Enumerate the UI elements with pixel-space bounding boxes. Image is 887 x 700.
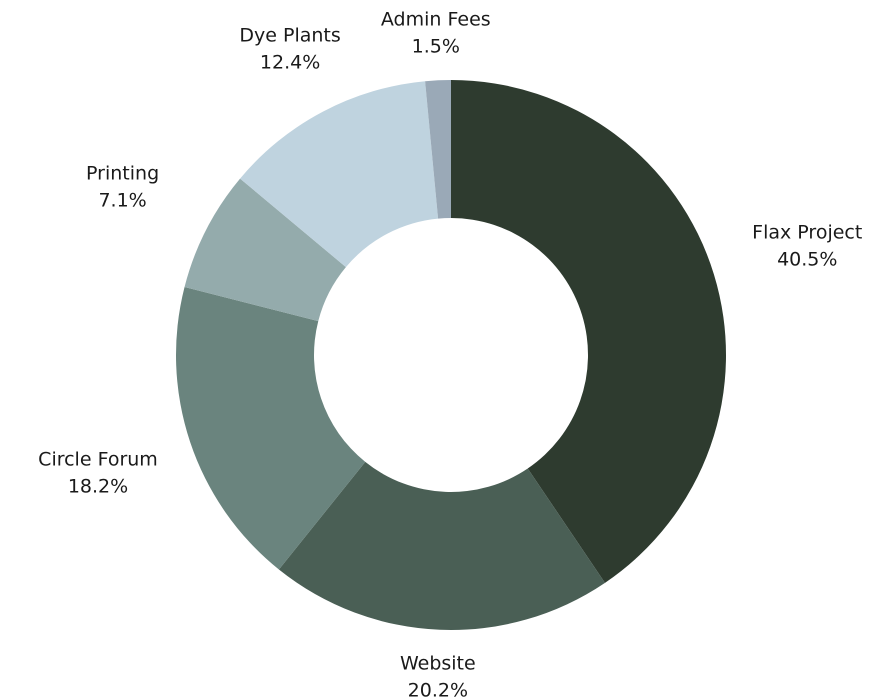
slice-value-label: 1.5%	[412, 35, 460, 57]
slice-value-label: 18.2%	[68, 475, 128, 497]
slice-value-label: 40.5%	[777, 248, 837, 270]
slice-label: Printing	[86, 162, 159, 184]
slice	[425, 80, 451, 219]
slice	[184, 178, 346, 322]
slice	[240, 81, 439, 268]
slice-label: Flax Project	[752, 221, 862, 243]
slice-label: Dye Plants	[239, 25, 340, 47]
slice	[176, 286, 366, 570]
slice-label: Circle Forum	[38, 448, 158, 470]
slice-label: Website	[400, 652, 476, 674]
slice	[278, 461, 605, 630]
slice-label: Admin Fees	[381, 8, 491, 30]
slice-value-label: 7.1%	[98, 189, 146, 211]
slice-value-label: 12.4%	[260, 52, 320, 74]
slice	[451, 80, 726, 583]
slice-value-label: 20.2%	[408, 679, 468, 700]
